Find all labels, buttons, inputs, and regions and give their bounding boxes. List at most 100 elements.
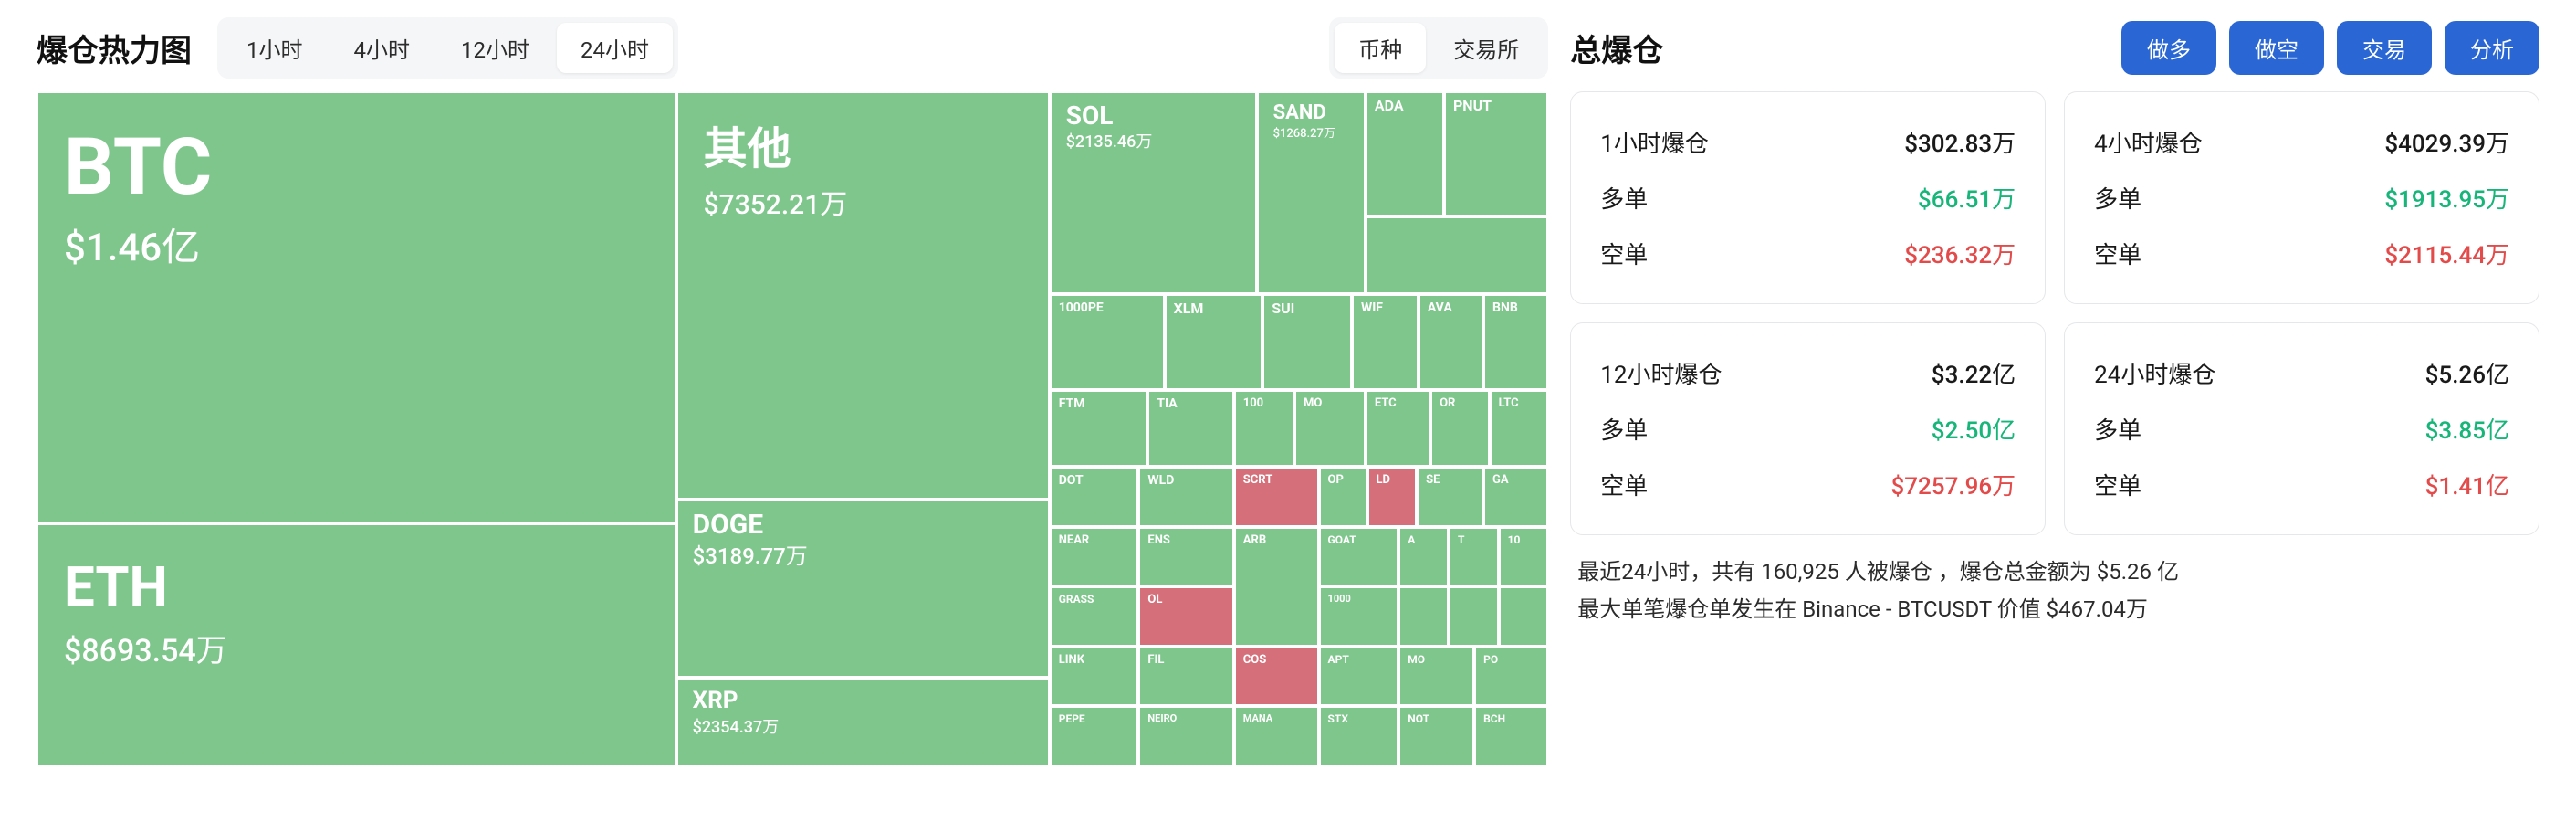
- treemap-cell-BTC[interactable]: BTC$1.46亿: [37, 91, 676, 523]
- treemap-cell-GRASS[interactable]: GRASS: [1050, 586, 1139, 647]
- card-short-value: $7257.96万: [1890, 468, 2016, 501]
- cell-symbol: ETC: [1375, 397, 1397, 410]
- treemap-cell-SCRT[interactable]: SCRT: [1234, 467, 1319, 528]
- treemap-cell-10[interactable]: 10: [1499, 527, 1549, 585]
- cell-symbol: APT: [1328, 654, 1349, 666]
- treemap-cell-100[interactable]: 100: [1234, 390, 1294, 467]
- treemap-cell-STX[interactable]: STX: [1319, 706, 1399, 767]
- card-short-label: 空单: [1600, 237, 1648, 270]
- treemap-cell-TIA[interactable]: TIA: [1147, 390, 1233, 467]
- treemap-cell-NEIRO[interactable]: NEIRO: [1138, 706, 1233, 767]
- cell-value: $1268.27万: [1273, 127, 1349, 142]
- treemap-cell-LINK[interactable]: LINK: [1050, 647, 1139, 707]
- cell-symbol: GA: [1492, 474, 1509, 487]
- treemap-cell-XLM[interactable]: XLM: [1165, 294, 1263, 390]
- treemap-cell-COS[interactable]: COS: [1234, 647, 1319, 707]
- treemap-cell-LTC[interactable]: LTC: [1490, 390, 1549, 467]
- treemap-cell-1000PE[interactable]: 1000PE: [1050, 294, 1165, 390]
- cell-symbol: ARB: [1243, 534, 1266, 547]
- treemap-cell-blank[interactable]: [1398, 586, 1449, 647]
- treemap-cell-APT[interactable]: APT: [1319, 647, 1399, 707]
- card-title: 24小时爆仓: [2094, 356, 2215, 390]
- total-liquidation-title: 总爆仓: [1570, 26, 1663, 70]
- treemap-cell-GA[interactable]: GA: [1483, 467, 1548, 528]
- cell-value: $2135.46万: [1066, 132, 1241, 153]
- cell-symbol: FTM: [1059, 397, 1085, 411]
- time-tab-1小时[interactable]: 1小时: [223, 23, 327, 73]
- treemap-cell-ETH[interactable]: ETH$8693.54万: [37, 523, 676, 767]
- treemap-cell-PO[interactable]: PO: [1474, 647, 1548, 707]
- card-long-label: 多单: [2094, 181, 2141, 215]
- treemap-cell-MANA[interactable]: MANA: [1234, 706, 1319, 767]
- treemap-cell-LD[interactable]: LD: [1367, 467, 1418, 528]
- card-title: 1小时爆仓: [1600, 125, 1709, 159]
- mode-tab-交易所[interactable]: 交易所: [1429, 23, 1543, 73]
- treemap-cell-T[interactable]: T: [1449, 527, 1499, 585]
- treemap-cell-DOGE[interactable]: DOGE$3189.77万: [676, 500, 1050, 678]
- cell-symbol: SCRT: [1243, 474, 1273, 487]
- treemap-cell-MO[interactable]: MO: [1398, 647, 1474, 707]
- cell-symbol: 100: [1243, 397, 1263, 410]
- time-tab-12小时[interactable]: 12小时: [437, 23, 553, 73]
- cell-symbol: TIA: [1157, 397, 1177, 411]
- treemap-cell-ETC[interactable]: ETC: [1366, 390, 1430, 467]
- action-button-做多[interactable]: 做多: [2121, 21, 2216, 75]
- treemap-cell-1000[interactable]: 1000: [1319, 586, 1399, 647]
- treemap-cell-OP[interactable]: OP: [1319, 467, 1367, 528]
- treemap-cell-SOL[interactable]: SOL$2135.46万: [1050, 91, 1257, 294]
- action-button-分析[interactable]: 分析: [2445, 21, 2539, 75]
- treemap-cell-BNB[interactable]: BNB: [1483, 294, 1548, 390]
- cell-symbol: 1000: [1328, 594, 1351, 605]
- treemap-cell-SE[interactable]: SE: [1417, 467, 1483, 528]
- cell-value: $7352.21万: [704, 188, 1022, 223]
- action-button-做空[interactable]: 做空: [2229, 21, 2324, 75]
- cell-symbol: LD: [1377, 474, 1390, 487]
- cell-symbol: A: [1408, 534, 1415, 546]
- treemap-cell-BCH[interactable]: BCH: [1474, 706, 1548, 767]
- treemap-cell-PNUT[interactable]: PNUT: [1444, 91, 1548, 216]
- treemap-cell-OR[interactable]: OR: [1430, 390, 1490, 467]
- treemap-cell-NOT[interactable]: NOT: [1398, 706, 1474, 767]
- treemap-cell-SAND[interactable]: SAND$1268.27万: [1257, 91, 1366, 294]
- treemap-cell-XRP[interactable]: XRP$2354.37万: [676, 678, 1050, 767]
- treemap-cell-blank[interactable]: [1449, 586, 1499, 647]
- time-tab-4小时[interactable]: 4小时: [330, 23, 435, 73]
- cell-symbol: OR: [1440, 397, 1455, 410]
- treemap-cell-OL[interactable]: OL: [1138, 586, 1233, 647]
- treemap-cell-ARB[interactable]: ARB: [1234, 527, 1319, 646]
- cell-symbol: MO: [1408, 654, 1425, 666]
- time-range-tabs: 1小时4小时12小时24小时: [217, 17, 678, 79]
- card-long-value: $66.51万: [1918, 181, 2016, 215]
- treemap-cell-AVA[interactable]: AVA: [1419, 294, 1483, 390]
- treemap-cell-ADA[interactable]: ADA: [1366, 91, 1444, 216]
- treemap-cell-SUI[interactable]: SUI: [1262, 294, 1352, 390]
- treemap-cell-PEPE[interactable]: PEPE: [1050, 706, 1139, 767]
- treemap-cell-A[interactable]: A: [1398, 527, 1449, 585]
- treemap-cell-WIF[interactable]: WIF: [1352, 294, 1419, 390]
- summary-cards: 1小时爆仓$302.83万多单$66.51万空单$236.32万4小时爆仓$40…: [1570, 91, 2539, 535]
- treemap-cell-DOT[interactable]: DOT: [1050, 467, 1139, 528]
- treemap-cell-NEAR[interactable]: NEAR: [1050, 527, 1139, 585]
- treemap-cell-其他[interactable]: 其他$7352.21万: [676, 91, 1050, 500]
- treemap-cell-FTM[interactable]: FTM: [1050, 390, 1148, 467]
- treemap-cell-blank[interactable]: [1499, 586, 1549, 647]
- treemap-cell-blank[interactable]: [1366, 216, 1548, 294]
- card-total: $3.22亿: [1932, 356, 2016, 390]
- cell-symbol: LINK: [1059, 654, 1084, 667]
- treemap-cell-GOAT[interactable]: GOAT: [1319, 527, 1399, 585]
- card-short-label: 空单: [2094, 468, 2141, 501]
- treemap-cell-ENS[interactable]: ENS: [1138, 527, 1233, 585]
- card-long-label: 多单: [2094, 412, 2141, 446]
- cell-symbol: PNUT: [1453, 99, 1492, 114]
- action-button-交易[interactable]: 交易: [2337, 21, 2432, 75]
- cell-value: $2354.37万: [693, 718, 1033, 739]
- heatmap-title: 爆仓热力图: [37, 26, 192, 70]
- time-tab-24小时[interactable]: 24小时: [557, 23, 673, 73]
- card-total: $4029.39万: [2384, 125, 2509, 159]
- treemap-cell-MO[interactable]: MO: [1294, 390, 1366, 467]
- treemap-cell-WLD[interactable]: WLD: [1138, 467, 1233, 528]
- mode-tab-币种[interactable]: 币种: [1335, 23, 1426, 73]
- treemap-cell-FIL[interactable]: FIL: [1138, 647, 1233, 707]
- cell-symbol: XLM: [1174, 301, 1204, 317]
- cell-symbol: AVA: [1428, 301, 1452, 315]
